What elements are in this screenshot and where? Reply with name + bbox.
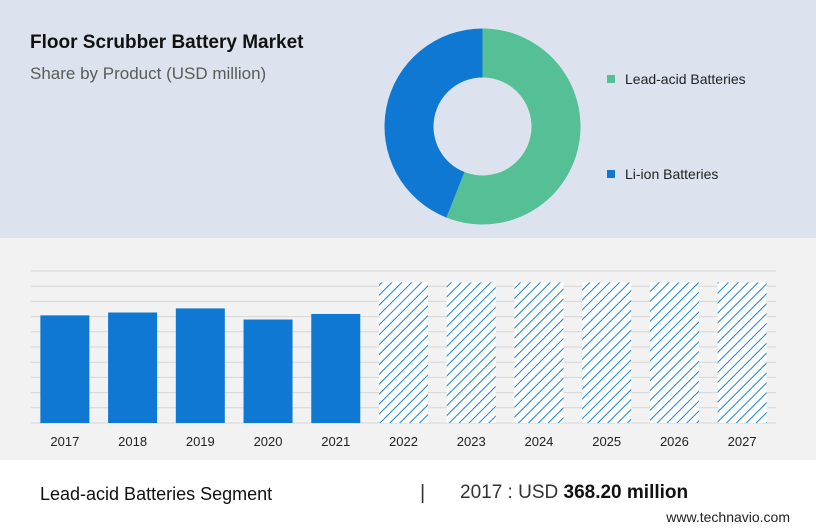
legend: Lead-acid Batteries Li-ion Batteries — [607, 0, 807, 238]
bar-chart: 2017 2018 2019 2020 2021 2022 2023 2024 2025 2026… — [31, 270, 776, 449]
x-tick-2018: 2018 — [118, 434, 147, 449]
x-tick-2021: 2021 — [321, 434, 350, 449]
x-tick-2024: 2024 — [524, 434, 553, 449]
donut-chart — [384, 28, 581, 225]
legend-swatch-li-ion — [607, 170, 615, 178]
source-site: www.technavio.com — [666, 509, 790, 525]
stat-value: 368.20 million — [563, 482, 689, 503]
bar-2018 — [108, 312, 158, 423]
segment-label: Lead-acid Batteries Segment — [40, 484, 273, 504]
x-tick-2025: 2025 — [592, 434, 621, 449]
bar-2020 — [243, 319, 293, 423]
x-tick-2027: 2027 — [728, 434, 757, 449]
legend-swatch-lead-acid — [607, 75, 615, 83]
chart-subtitle: Share by Product (USD million) — [30, 64, 267, 83]
bar-forecast-2026 — [649, 282, 699, 423]
bar-forecast-2024 — [514, 282, 564, 423]
stat-prefix: 2017 : USD — [460, 482, 559, 503]
bar-forecast-2027 — [717, 282, 767, 423]
bar-forecast-2025 — [582, 282, 632, 423]
bar-2021 — [311, 313, 361, 423]
x-tick-2017: 2017 — [50, 434, 79, 449]
x-tick-2026: 2026 — [660, 434, 689, 449]
bar-2017 — [40, 315, 90, 423]
footer: Lead-acid Batteries Segment | 2017 : USD… — [0, 460, 816, 528]
top-panel: Floor Scrubber Battery Market Share by P… — [0, 0, 816, 238]
legend-label-li-ion: Li-ion Batteries — [625, 166, 719, 182]
bar-forecast-2022 — [379, 282, 428, 423]
chart-title: Floor Scrubber Battery Market — [30, 32, 304, 53]
x-tick-2022: 2022 — [389, 434, 418, 449]
legend-item-li-ion: Li-ion Batteries — [607, 166, 718, 182]
segment-stat: 2017 : USD 368.20 million — [460, 482, 688, 504]
x-tick-2020: 2020 — [254, 434, 283, 449]
legend-label-lead-acid: Lead-acid Batteries — [625, 71, 746, 87]
x-tick-2019: 2019 — [186, 434, 215, 449]
bar-2019 — [175, 308, 225, 423]
donut-slice-li-ion-batteries — [384, 28, 483, 218]
bar-chart-panel: 2017 2018 2019 2020 2021 2022 2023 2024 2025 2026… — [0, 238, 816, 460]
bar-forecast-2023 — [446, 282, 496, 423]
divider: | — [420, 482, 426, 504]
donut-slice-lead-acid-batteries — [446, 28, 581, 225]
x-tick-2023: 2023 — [457, 434, 486, 449]
legend-item-lead-acid: Lead-acid Batteries — [607, 71, 746, 87]
